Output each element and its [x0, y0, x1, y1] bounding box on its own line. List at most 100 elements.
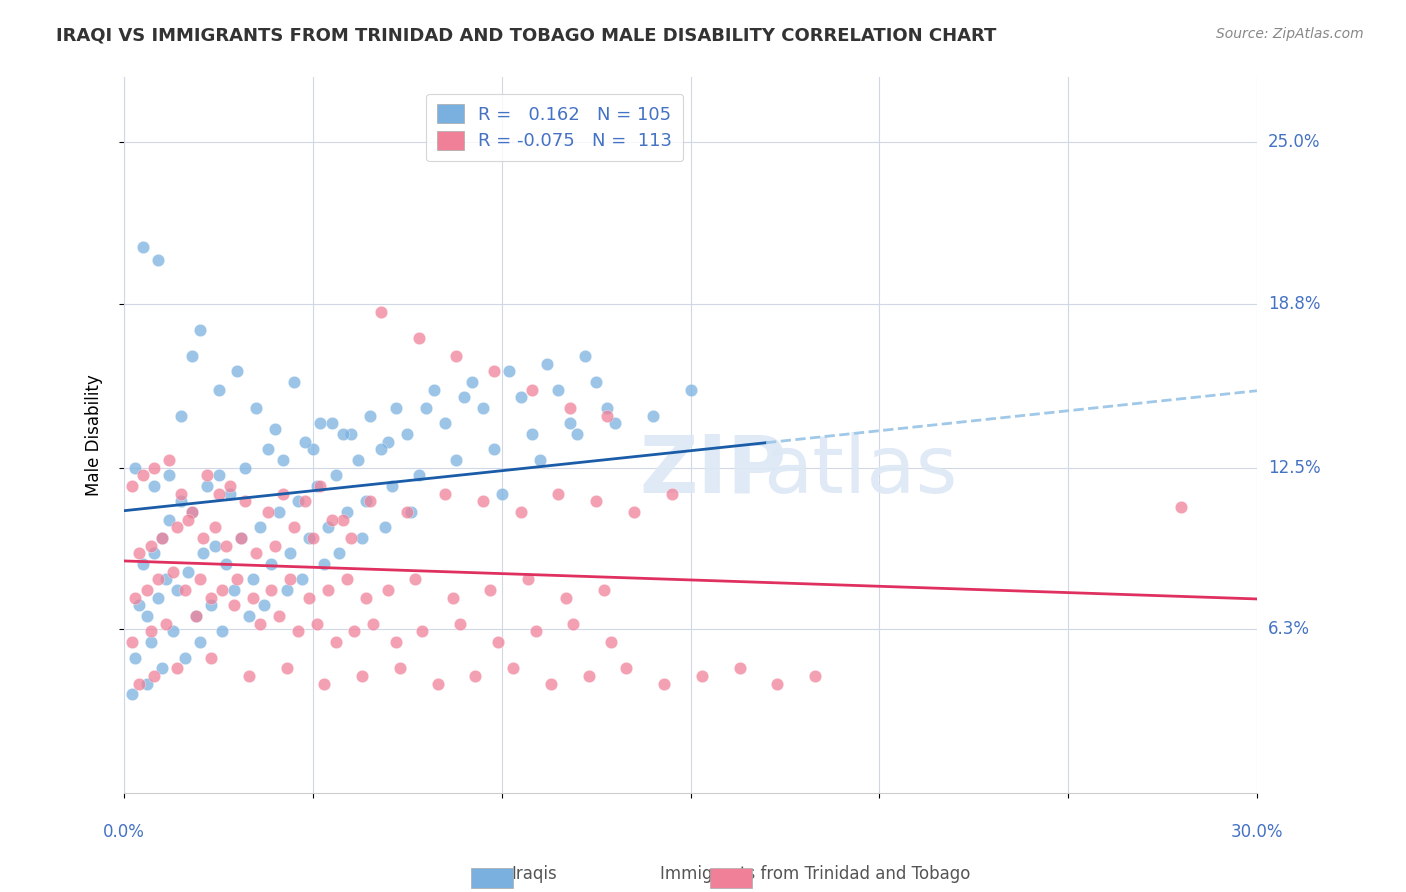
Point	[502, 661, 524, 675]
Point	[188, 635, 211, 649]
Point	[408, 330, 430, 344]
Point	[524, 624, 547, 639]
Point	[574, 349, 596, 363]
Text: 25.0%: 25.0%	[1268, 134, 1320, 152]
Point	[287, 624, 309, 639]
Point	[162, 624, 184, 639]
Point	[150, 661, 173, 675]
Point	[661, 486, 683, 500]
Point	[446, 452, 468, 467]
Point	[517, 573, 540, 587]
Point	[128, 599, 150, 613]
Point	[150, 531, 173, 545]
Point	[173, 582, 195, 597]
Text: 30.0%: 30.0%	[1230, 823, 1284, 841]
Point	[231, 531, 253, 545]
Point	[146, 573, 169, 587]
Point	[471, 401, 494, 415]
Point	[332, 513, 354, 527]
Point	[498, 364, 520, 378]
Point	[124, 650, 146, 665]
Point	[188, 573, 211, 587]
Point	[332, 426, 354, 441]
Point	[426, 676, 449, 690]
Point	[231, 531, 253, 545]
Point	[491, 486, 513, 500]
Point	[193, 546, 215, 560]
Point	[441, 591, 464, 605]
Text: 12.5%: 12.5%	[1268, 458, 1320, 476]
Point	[184, 608, 207, 623]
Point	[135, 582, 157, 597]
Point	[336, 505, 359, 519]
Point	[540, 676, 562, 690]
Point	[555, 591, 578, 605]
Point	[464, 669, 486, 683]
Point	[603, 417, 626, 431]
Point	[350, 531, 373, 545]
Point	[211, 582, 233, 597]
Point	[207, 383, 229, 397]
Point	[302, 442, 325, 457]
Point	[146, 252, 169, 267]
Y-axis label: Male Disability: Male Disability	[86, 375, 103, 496]
Point	[159, 513, 181, 527]
Point	[434, 486, 457, 500]
Point	[321, 513, 343, 527]
Point	[558, 401, 581, 415]
Point	[121, 635, 143, 649]
Point	[396, 505, 419, 519]
Point	[278, 573, 301, 587]
Point	[256, 505, 278, 519]
Point	[1170, 500, 1192, 514]
Point	[321, 417, 343, 431]
Text: 0.0%: 0.0%	[103, 823, 145, 841]
Point	[314, 557, 336, 571]
Point	[370, 304, 392, 318]
Point	[264, 539, 287, 553]
Point	[256, 442, 278, 457]
Point	[370, 442, 392, 457]
Point	[359, 494, 381, 508]
Point	[218, 479, 240, 493]
Point	[170, 494, 193, 508]
Point	[596, 409, 619, 423]
Point	[343, 624, 366, 639]
Point	[309, 479, 332, 493]
Point	[260, 557, 283, 571]
Point	[146, 591, 169, 605]
Point	[679, 383, 702, 397]
Point	[132, 557, 155, 571]
Point	[363, 616, 385, 631]
Point	[404, 573, 426, 587]
Point	[173, 650, 195, 665]
Point	[166, 520, 188, 534]
Point	[278, 546, 301, 560]
Point	[121, 687, 143, 701]
Point	[339, 531, 361, 545]
Point	[143, 546, 166, 560]
Point	[233, 460, 256, 475]
Text: atlas: atlas	[763, 432, 957, 510]
Text: 6.3%: 6.3%	[1268, 620, 1310, 638]
Point	[249, 520, 271, 534]
Point	[558, 417, 581, 431]
Point	[193, 531, 215, 545]
Point	[128, 676, 150, 690]
Point	[377, 582, 399, 597]
Text: Source: ZipAtlas.com: Source: ZipAtlas.com	[1216, 27, 1364, 41]
Point	[596, 401, 619, 415]
Point	[226, 364, 249, 378]
Point	[381, 479, 404, 493]
Point	[143, 669, 166, 683]
Point	[128, 546, 150, 560]
Point	[207, 486, 229, 500]
Point	[215, 557, 238, 571]
Point	[238, 669, 260, 683]
Point	[509, 505, 531, 519]
Point	[166, 582, 188, 597]
Point	[226, 573, 249, 587]
Point	[600, 635, 623, 649]
Point	[411, 624, 433, 639]
Point	[509, 390, 531, 404]
